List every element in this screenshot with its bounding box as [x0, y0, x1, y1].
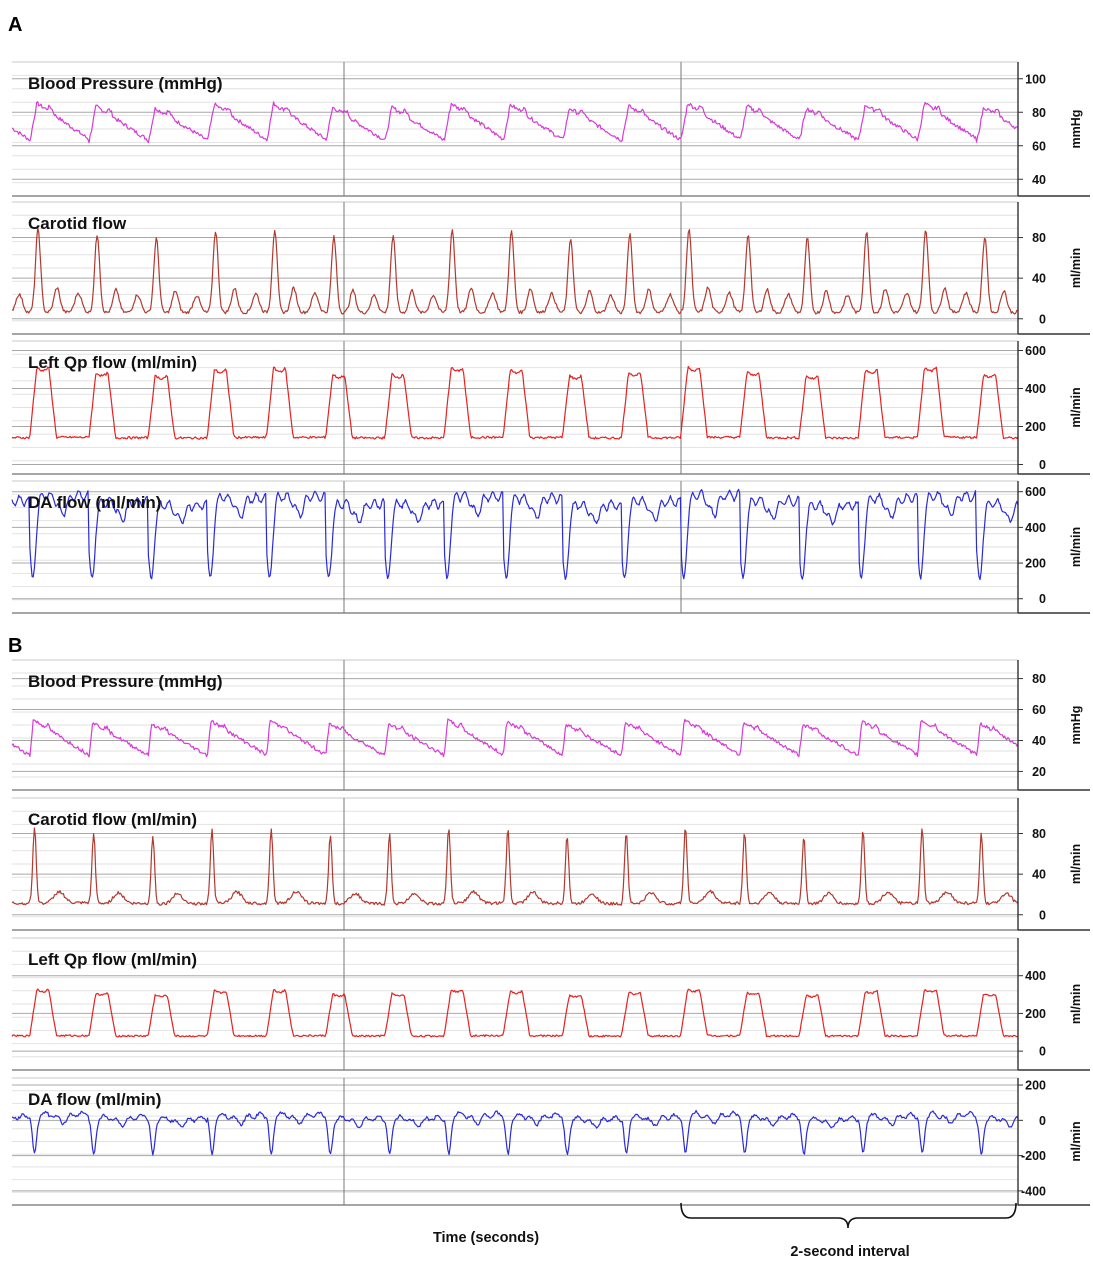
y-tick-label: 0: [1039, 592, 1046, 606]
trace-title: Left Qp flow (ml/min): [28, 950, 197, 969]
trace-title: Carotid flow: [28, 214, 127, 233]
y-tick-label: 0: [1039, 1045, 1046, 1059]
x-axis-label: Time (seconds): [433, 1230, 539, 1246]
y-tick-label: 0: [1039, 908, 1046, 922]
trace-line: [11, 488, 1019, 581]
unit-label: ml/min: [1069, 527, 1083, 567]
interval-bracket: [680, 1202, 1017, 1229]
y-tick-label: 400: [1025, 969, 1046, 983]
right-axes: [1017, 62, 1090, 1206]
trace-line: [11, 988, 1019, 1038]
y-tick-label: 80: [1032, 106, 1046, 120]
y-tick-label: 0: [1039, 458, 1046, 472]
y-tick-label: 80: [1032, 231, 1046, 245]
waveform-traces: [11, 101, 1019, 1156]
y-tick-label: -200: [1021, 1149, 1046, 1163]
trace-line: [11, 827, 1019, 906]
trace-title: DA flow (ml/min): [28, 493, 161, 512]
trace-title: Carotid flow (ml/min): [28, 810, 197, 829]
y-tick-label: 600: [1025, 344, 1046, 358]
y-tick-label: 60: [1032, 139, 1046, 153]
trace-title: DA flow (ml/min): [28, 1090, 161, 1109]
y-tick-label: 200: [1025, 1079, 1046, 1093]
interval-label: 2-second interval: [790, 1244, 909, 1260]
y-tick-label: 400: [1025, 382, 1046, 396]
y-tick-label: 0: [1039, 1114, 1046, 1128]
labels: 40 60 80 100 mmHg Blood Pressure (mmHg) 0 40 80 m…: [28, 72, 1083, 1198]
y-tick-label: 60: [1032, 703, 1046, 717]
y-tick-label: 80: [1032, 672, 1046, 686]
trace-line: [11, 227, 1019, 315]
trace-line: [11, 1109, 1019, 1156]
unit-label: ml/min: [1069, 844, 1083, 884]
y-tick-label: 100: [1025, 72, 1046, 86]
trace-title: Left Qp flow (ml/min): [28, 353, 197, 372]
trace-title: Blood Pressure (mmHg): [28, 74, 223, 93]
y-tick-label: 80: [1032, 827, 1046, 841]
unit-label: ml/min: [1069, 248, 1083, 288]
panel-letter-a: A: [8, 14, 22, 36]
trace-title: Blood Pressure (mmHg): [28, 672, 223, 691]
y-tick-label: 20: [1032, 765, 1046, 779]
trace-line: [11, 101, 1019, 144]
y-tick-label: 200: [1025, 557, 1046, 571]
y-tick-label: 40: [1032, 272, 1046, 286]
y-tick-label: 0: [1039, 312, 1046, 326]
unit-label: ml/min: [1069, 984, 1083, 1024]
trace-line: [11, 718, 1019, 758]
y-tick-label: 200: [1025, 420, 1046, 434]
y-tick-label: 400: [1025, 521, 1046, 535]
unit-label: ml/min: [1069, 387, 1083, 427]
y-tick-label: 200: [1025, 1007, 1046, 1021]
unit-label: mmHg: [1069, 706, 1083, 745]
y-tick-label: 40: [1032, 734, 1046, 748]
y-tick-label: 600: [1025, 485, 1046, 499]
unit-label: ml/min: [1069, 1121, 1083, 1161]
y-tick-label: 40: [1032, 868, 1046, 882]
y-tick-label: 40: [1032, 173, 1046, 187]
y-tick-label: -400: [1021, 1184, 1046, 1198]
trace-line: [11, 365, 1019, 440]
unit-label: mmHg: [1069, 110, 1083, 149]
panel-letter-b: B: [8, 635, 22, 657]
